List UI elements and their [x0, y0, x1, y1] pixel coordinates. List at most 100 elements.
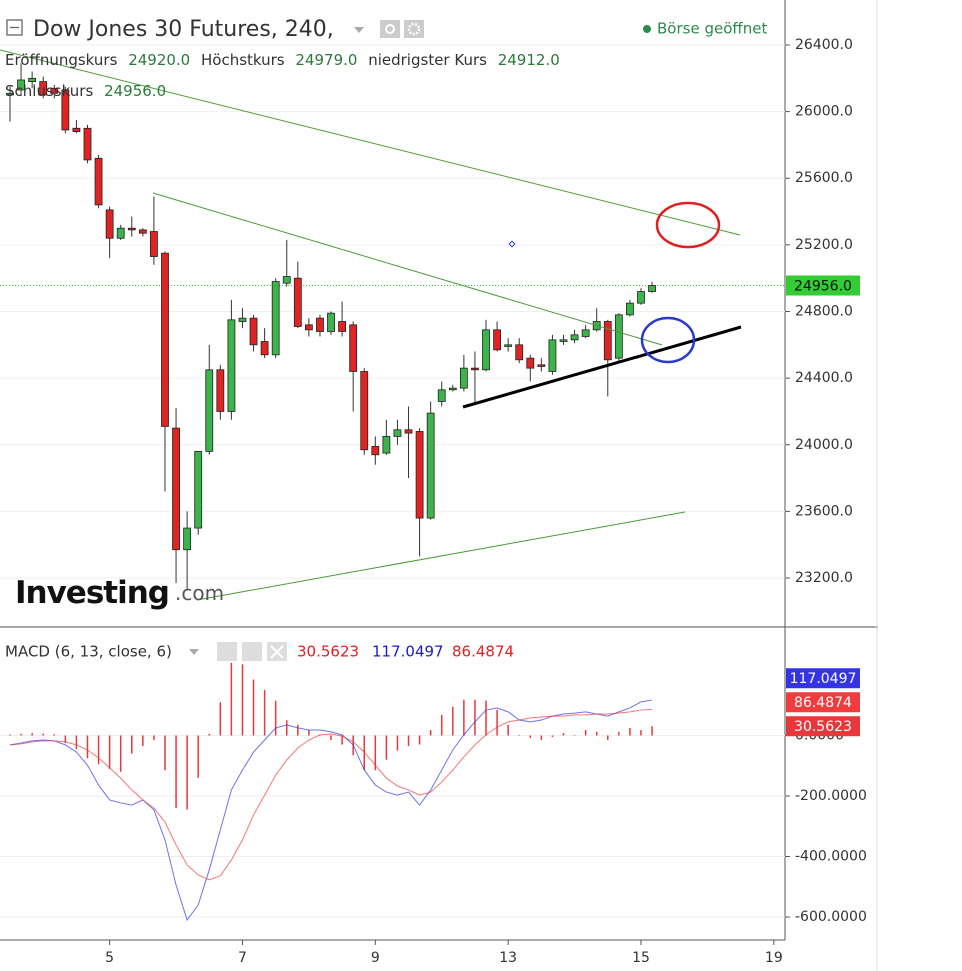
settings-icon[interactable] [404, 20, 424, 38]
dropdown-arrow[interactable] [354, 27, 364, 33]
candle-body [581, 329, 590, 337]
candle-body [482, 329, 490, 371]
blue-circle [640, 316, 696, 364]
candle-body [637, 291, 645, 304]
price-badge [786, 692, 860, 713]
candle-body [293, 277, 302, 327]
y-tick-label: 24400.0 [795, 370, 853, 386]
collapse-icon[interactable] [6, 19, 23, 36]
candle-body [316, 317, 324, 332]
ohlc-value: 24920.0 [128, 51, 190, 69]
candle-body [39, 81, 48, 96]
macd-line [9, 699, 653, 922]
close-icon-glyph [270, 645, 284, 659]
candle-body [426, 412, 435, 519]
candle-body [515, 344, 524, 361]
status-dot [643, 25, 651, 33]
y-tick-label: 23200.0 [795, 570, 853, 586]
macd-legend-value: 86.4874 [452, 643, 514, 661]
candle-body [50, 87, 59, 94]
candle-body [459, 367, 468, 389]
x-tick-label: 13 [499, 950, 517, 966]
candle-body [570, 334, 579, 341]
y-tick-label: 24000.0 [795, 437, 853, 453]
ohlc-value: 24912.0 [498, 51, 560, 69]
y-tick-label: 25200.0 [795, 237, 853, 253]
ohlc-name: niedrigster Kurs [368, 51, 487, 69]
candle-body [150, 231, 158, 257]
candle-body [437, 389, 446, 402]
candle-body [448, 387, 457, 391]
y-tick-label: 25600.0 [795, 170, 853, 186]
candle-body [105, 209, 114, 239]
trend-line [152, 192, 663, 346]
candle-body [216, 369, 225, 412]
candle-body [626, 302, 634, 316]
candle-body [415, 431, 424, 519]
macd-legend-value: 30.5623 [297, 643, 359, 661]
y-tick-label: 26400.0 [795, 37, 853, 53]
candle-body [127, 227, 136, 231]
ohlc-legend: Schlusskurs 24956.0 [5, 82, 166, 100]
macd-pane: -600.0000-400.0000-200.00000.00005791315… [0, 662, 867, 966]
dropdown-arrow[interactable] [189, 649, 199, 655]
logo-suffix: .com [175, 581, 224, 605]
candle-body [471, 367, 479, 371]
x-tick-label: 19 [765, 950, 783, 966]
visibility-icon[interactable] [217, 642, 237, 661]
candle-body [648, 285, 656, 292]
price-badge-label: 117.0497 [790, 671, 857, 687]
y-tick-label: 26000.0 [795, 104, 853, 120]
candle-body [614, 314, 623, 359]
candle-body [83, 127, 92, 161]
candle-body [304, 324, 313, 331]
candle-body [537, 364, 546, 367]
x-tick-label: 15 [632, 950, 650, 966]
chart-title: Dow Jones 30 Futures, 240, [33, 17, 334, 42]
market-status: Börse geöffnet [657, 20, 767, 38]
logo: Investing .com [15, 575, 224, 611]
price-badge [786, 716, 860, 737]
candle-body [349, 324, 358, 372]
ohlc-name: Schlusskurs [5, 82, 93, 100]
candle-body [6, 92, 14, 96]
candle-body [94, 157, 103, 206]
x-tick-label: 9 [371, 950, 380, 966]
logo-main: Investing [15, 575, 169, 611]
candle-body [327, 312, 335, 332]
candle-body [249, 317, 258, 346]
candle-body [271, 281, 280, 356]
price-pane: 23200.0 23600.0 24000.0 24400.0 24800.0 25200… [0, 37, 860, 590]
candle-body [161, 252, 169, 427]
price-badge [786, 668, 860, 689]
red-circle [655, 201, 721, 249]
candle-body [548, 339, 557, 372]
candle-body [17, 79, 25, 91]
candle-body [172, 427, 180, 551]
visibility-icon[interactable] [380, 20, 400, 38]
candle-body [493, 329, 501, 351]
candle-body [393, 429, 402, 437]
candle-body [28, 77, 37, 83]
candle-body [194, 451, 203, 529]
candle-body [371, 446, 380, 456]
candle-body [360, 371, 369, 451]
chart-background [0, 0, 878, 971]
ohlc-value: 24979.0 [295, 51, 357, 69]
ohlc-legend: Eröffnungskurs 24920.0 Höchstkurs 24979.… [5, 51, 560, 69]
macd-title: MACD (6, 13, close, 6) [5, 643, 172, 661]
settings-icon-glyph [407, 22, 421, 36]
ohlc-value: 24956.0 [104, 82, 166, 100]
candle-body [72, 127, 81, 132]
candle-body [205, 369, 214, 452]
candle-body [260, 341, 269, 356]
settings-icon[interactable] [242, 642, 262, 661]
candle-body [382, 436, 391, 454]
candle-body [603, 321, 612, 361]
ohlc-name: Eröffnungskurs [5, 51, 118, 69]
x-tick-label: 5 [105, 950, 114, 966]
visibility-icon-glyph [385, 24, 395, 34]
candle-body [404, 429, 413, 434]
